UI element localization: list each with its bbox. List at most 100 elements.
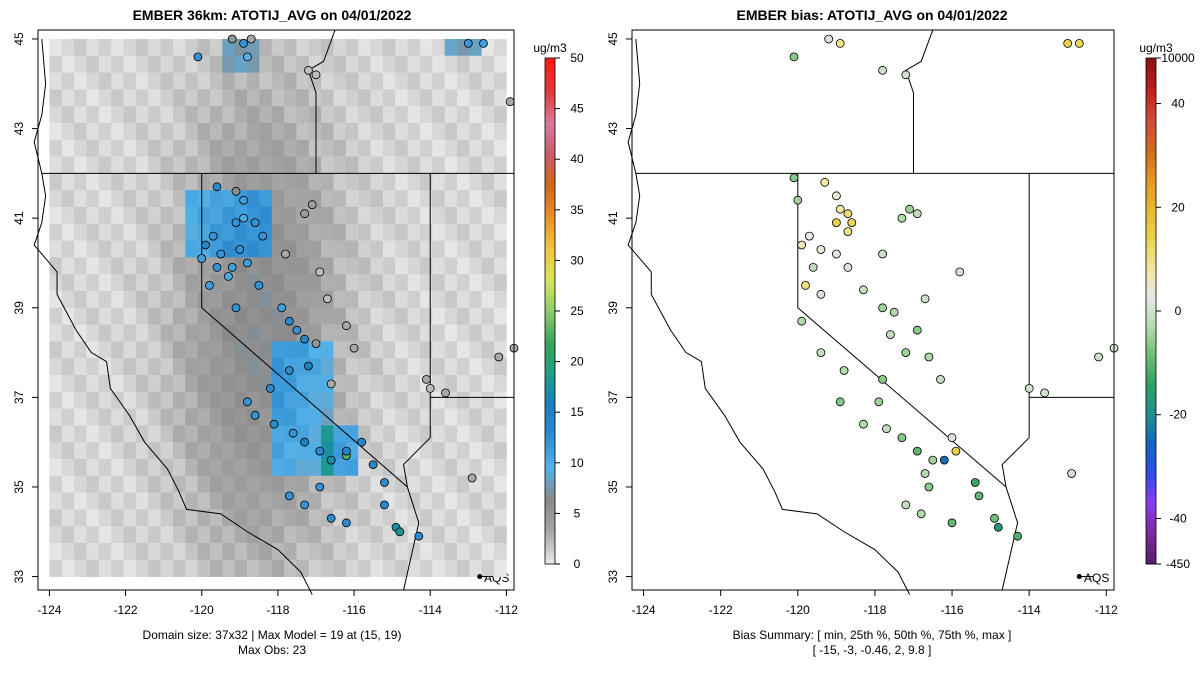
grid-cell [407, 374, 421, 393]
grid-cell [419, 122, 433, 141]
grid-cell [419, 190, 433, 208]
grid-cell [284, 341, 297, 359]
grid-cell [432, 542, 446, 561]
grid-cell [135, 190, 149, 208]
grid-cell [259, 190, 273, 208]
colorbar-segment [545, 344, 555, 350]
grid-cell [111, 526, 124, 544]
grid-cell [382, 173, 396, 191]
grid-cell [61, 391, 75, 409]
grid-cell [222, 190, 236, 208]
grid-cell [185, 358, 199, 376]
grid-cell [111, 290, 124, 309]
grid-cell [370, 55, 384, 73]
grid-cell [123, 274, 137, 292]
colorbar-segment [545, 74, 555, 80]
observation-point [300, 437, 310, 447]
colorbar-segment [1146, 247, 1156, 253]
observation-point [889, 307, 899, 317]
grid-cell [308, 106, 322, 124]
grid-cell [494, 106, 507, 124]
colorbar-segment [1146, 412, 1156, 417]
y-tick-label: 39 [12, 301, 26, 315]
grid-cell [135, 89, 149, 107]
grid-cell [197, 122, 211, 141]
observation-point [832, 191, 841, 201]
grid-cell [481, 526, 495, 544]
grid-cell [148, 240, 161, 258]
grid-cell [333, 526, 347, 544]
colorbar-segment [545, 526, 555, 531]
observation-point [307, 200, 317, 210]
grid-cell [222, 240, 236, 258]
grid-cell [209, 122, 223, 141]
grid-cell [172, 324, 186, 342]
grid-cell [247, 425, 260, 443]
grid-cell [247, 374, 260, 393]
grid-cell [432, 509, 446, 527]
grid-cell [135, 492, 149, 510]
grid-cell [111, 240, 124, 258]
grid-cell [247, 223, 260, 241]
grid-cell [135, 106, 149, 124]
colorbar-segment [545, 416, 555, 422]
colorbar-segment [1146, 222, 1156, 228]
observation-point [322, 294, 332, 304]
colorbar-tick-label: 10000 [1161, 51, 1195, 65]
grid-cell [61, 324, 75, 342]
grid-cell [382, 206, 396, 225]
colorbar-segment [545, 391, 555, 396]
observation-point [801, 280, 810, 290]
grid-cell [123, 240, 137, 258]
observation-point [789, 52, 799, 62]
grid-cell [247, 475, 260, 493]
grid-cell [197, 492, 211, 510]
grid-cell [185, 240, 199, 258]
grid-cell [432, 38, 446, 57]
colorbar-segment [545, 407, 555, 413]
grid-cell [370, 139, 384, 157]
grid-cell [98, 190, 112, 208]
grid-cell [222, 526, 236, 544]
grid-cell [86, 106, 100, 124]
grid-cell [172, 526, 186, 544]
grid-cell [222, 156, 236, 174]
observation-point [920, 294, 930, 304]
grid-cell [234, 509, 248, 527]
grid-cell [456, 139, 470, 157]
grid-cell [247, 122, 260, 141]
grid-cell [407, 106, 421, 124]
grid-cell [259, 206, 273, 225]
colorbar-segment [1146, 530, 1156, 535]
grid-cell [370, 341, 384, 359]
grid-cell [86, 559, 100, 577]
grid-cell [382, 391, 396, 409]
colorbar-segment [545, 112, 555, 118]
grid-cell [296, 408, 310, 426]
grid-cell [284, 139, 297, 157]
grid-cell [172, 391, 186, 409]
grid-cell [284, 156, 297, 174]
grid-cell [49, 408, 63, 426]
grid-cell [345, 391, 359, 409]
grid-cell [321, 139, 334, 157]
grid-cell [407, 89, 421, 107]
colorbar-segment [545, 239, 555, 245]
grid-cell [74, 307, 87, 325]
grid-cell [61, 408, 75, 426]
grid-cell [469, 324, 483, 342]
grid-cell [209, 492, 223, 510]
grid-cell [61, 475, 75, 493]
colorbar-segment [545, 361, 555, 367]
grid-cell [321, 38, 334, 57]
colorbar-segment [1146, 218, 1156, 223]
grid-cell [135, 341, 149, 359]
colorbar-segment [1146, 163, 1156, 169]
grid-cell [49, 358, 63, 376]
grid-cell [494, 425, 507, 443]
grid-cell [234, 139, 248, 157]
grid-cell [111, 38, 124, 57]
grid-cell [456, 72, 470, 90]
